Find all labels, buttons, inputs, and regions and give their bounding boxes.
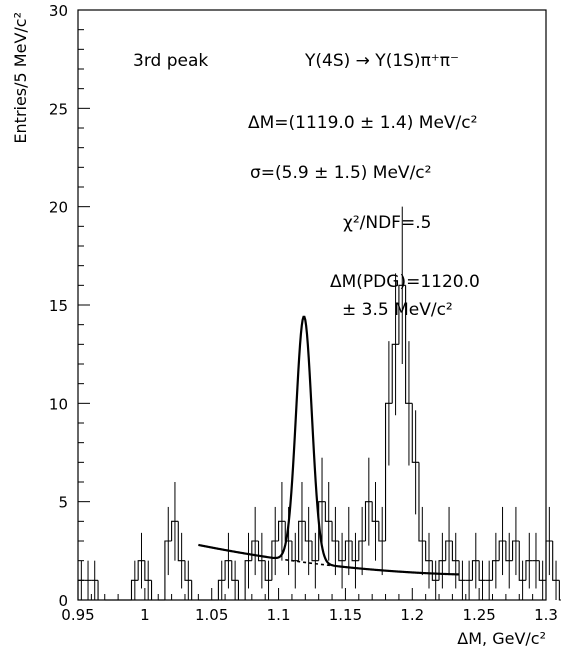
histogram-bin [538, 560, 546, 581]
histogram-bin [77, 579, 85, 600]
histogram-bin [331, 521, 339, 542]
histogram-bin [164, 540, 172, 600]
histogram-bin [545, 540, 553, 581]
y-tick-label: 0 [58, 592, 68, 610]
histogram-bin [130, 579, 139, 600]
histogram-bin [498, 540, 506, 561]
histogram-bin [144, 560, 152, 581]
histogram-bin [231, 560, 239, 581]
x-tick-label: 1.15 [329, 606, 362, 624]
histogram-bin [512, 540, 520, 561]
histogram-bin [518, 541, 526, 581]
histogram-bin [425, 541, 433, 562]
histogram-bin [405, 285, 413, 404]
histogram-bin [324, 501, 333, 522]
histogram-bin [451, 541, 460, 562]
histogram-bin [371, 501, 379, 522]
signal-plus-background-fit [198, 315, 460, 576]
fit-curves [198, 315, 460, 576]
histogram-bin [558, 580, 561, 601]
histogram-bin [384, 402, 393, 541]
sigma-annotation: σ=(5.9 ± 1.5) MeV/c² [250, 163, 431, 183]
histogram-bin [411, 403, 419, 463]
histogram-bin [257, 541, 266, 562]
histogram-bin [191, 580, 199, 601]
histogram-bin [458, 560, 466, 581]
histogram-bin [217, 579, 226, 600]
histogram-bin [391, 343, 399, 404]
background-fit-dashed [285, 558, 333, 567]
x-tick-label: 1.1 [267, 606, 291, 624]
y-axis-label: Entries/5 MeV/c² [11, 12, 30, 144]
y-tick-labels: 0 5 10 15 20 25 30 [49, 2, 68, 610]
histogram-bin [471, 560, 480, 581]
x-axis-label: ΔM, GeV/c² [457, 629, 546, 648]
histogram-bin [150, 580, 159, 601]
histogram-bin [431, 560, 440, 581]
histogram-bin [351, 541, 359, 562]
histogram-bin [97, 580, 105, 601]
histogram-bin [184, 560, 192, 581]
x-tick-label: 1.25 [462, 606, 495, 624]
histogram-bin [278, 520, 286, 541]
histogram-bin [398, 284, 406, 345]
x-tick-label: 0.95 [61, 606, 94, 624]
chi2-annotation: χ²/NDF=.5 [343, 213, 431, 233]
x-tick-label: 1.2 [400, 606, 424, 624]
histogram-bin [311, 541, 319, 562]
peak-label: 3rd peak [133, 51, 208, 71]
histogram-bin [177, 521, 185, 562]
x-tick-label: 1.05 [195, 606, 228, 624]
axis-ticks [77, 9, 547, 601]
histogram-bin [478, 560, 486, 581]
histogram-bin [358, 540, 366, 561]
y-tick-label: 30 [49, 2, 68, 20]
histogram-bin [224, 560, 232, 581]
histogram-bin [264, 560, 272, 581]
y-tick-label: 5 [58, 494, 68, 512]
x-tick-label: 1.3 [534, 606, 558, 624]
histogram-bin [505, 541, 513, 562]
histogram-bin [491, 560, 500, 581]
histogram-bars [77, 284, 561, 601]
histogram-bin [271, 540, 279, 581]
histogram-bin [552, 541, 560, 581]
histogram-bin [298, 520, 306, 561]
pdg-annotation-line2: ± 3.5 MeV/c² [342, 300, 453, 320]
y-tick-label: 10 [49, 395, 68, 413]
histogram-bin [445, 540, 453, 561]
y-tick-label: 25 [49, 100, 68, 118]
histogram-bin [237, 580, 246, 601]
x-tick-label: 1 [140, 606, 150, 624]
x-tick-labels: 0.95 1 1.05 1.1 1.15 1.2 1.25 1.3 [61, 606, 558, 624]
histogram-bin [318, 501, 326, 561]
decay-annotation: Υ(4S) → Υ(1S)π⁺π⁻ [304, 51, 459, 71]
histogram-bin [137, 560, 145, 581]
histogram-bin [378, 521, 386, 542]
histogram-bin [244, 560, 252, 600]
error-bars [80, 206, 557, 600]
pdg-annotation-line1: ΔM(PDG)=1120.0 [330, 272, 480, 292]
histogram-bin [344, 540, 353, 561]
histogram-bin [525, 560, 533, 581]
histogram-bin [364, 501, 373, 541]
plot-frame [77, 9, 547, 601]
y-tick-label: 20 [49, 199, 68, 217]
histogram-bin [171, 520, 179, 541]
histogram-bin [304, 521, 312, 542]
histogram-bin [418, 462, 426, 542]
y-tick-label: 15 [49, 297, 68, 315]
delta-m-annotation: ΔM=(1119.0 ± 1.4) MeV/c² [248, 113, 477, 133]
histogram-bin [338, 541, 346, 562]
